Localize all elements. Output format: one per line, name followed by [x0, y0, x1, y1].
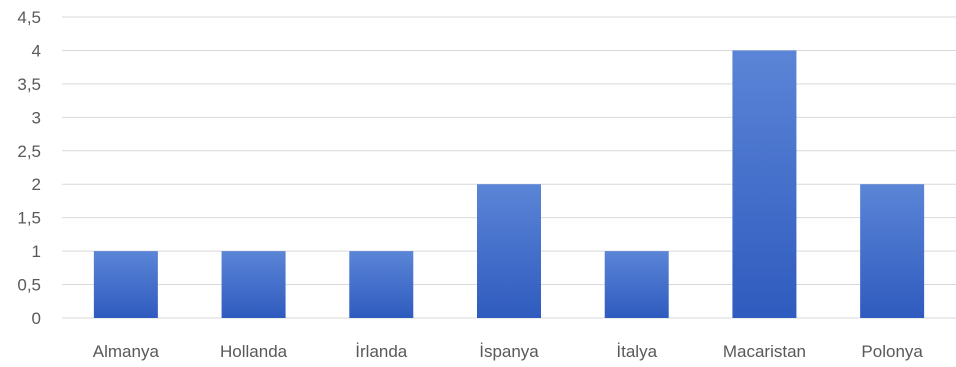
bar-3 — [477, 184, 541, 318]
y-tick-label: 0 — [32, 309, 41, 328]
x-category-label: İrlanda — [355, 342, 408, 361]
bar-6 — [860, 184, 925, 318]
y-tick-label: 2 — [32, 175, 41, 194]
bars — [93, 50, 925, 318]
bar-5 — [732, 50, 797, 318]
y-tick-label: 1,5 — [17, 209, 41, 228]
y-tick-label: 3 — [32, 108, 41, 127]
y-axis-tick-labels: 0 0,5 1 1,5 2 2,5 3 3,5 4 4,5 — [17, 8, 41, 328]
x-category-label: Almanya — [93, 342, 160, 361]
bar-2 — [349, 251, 414, 318]
x-category-label: Polonya — [861, 342, 923, 361]
x-category-label: Hollanda — [220, 342, 288, 361]
x-category-label: Macaristan — [723, 342, 806, 361]
y-tick-label: 4 — [32, 41, 41, 60]
bar-4 — [604, 251, 669, 318]
bar-0 — [93, 251, 158, 318]
y-tick-label: 4,5 — [17, 8, 41, 27]
bar-1 — [221, 251, 286, 318]
x-category-label: İtalya — [616, 342, 657, 361]
y-tick-label: 0,5 — [17, 276, 41, 295]
x-axis-category-labels: Almanya Hollanda İrlanda İspanya İtalya Macar… — [93, 342, 924, 361]
y-tick-label: 1 — [32, 242, 41, 261]
y-tick-label: 2,5 — [17, 142, 41, 161]
y-tick-label: 3,5 — [17, 75, 41, 94]
x-category-label: İspanya — [479, 342, 539, 361]
